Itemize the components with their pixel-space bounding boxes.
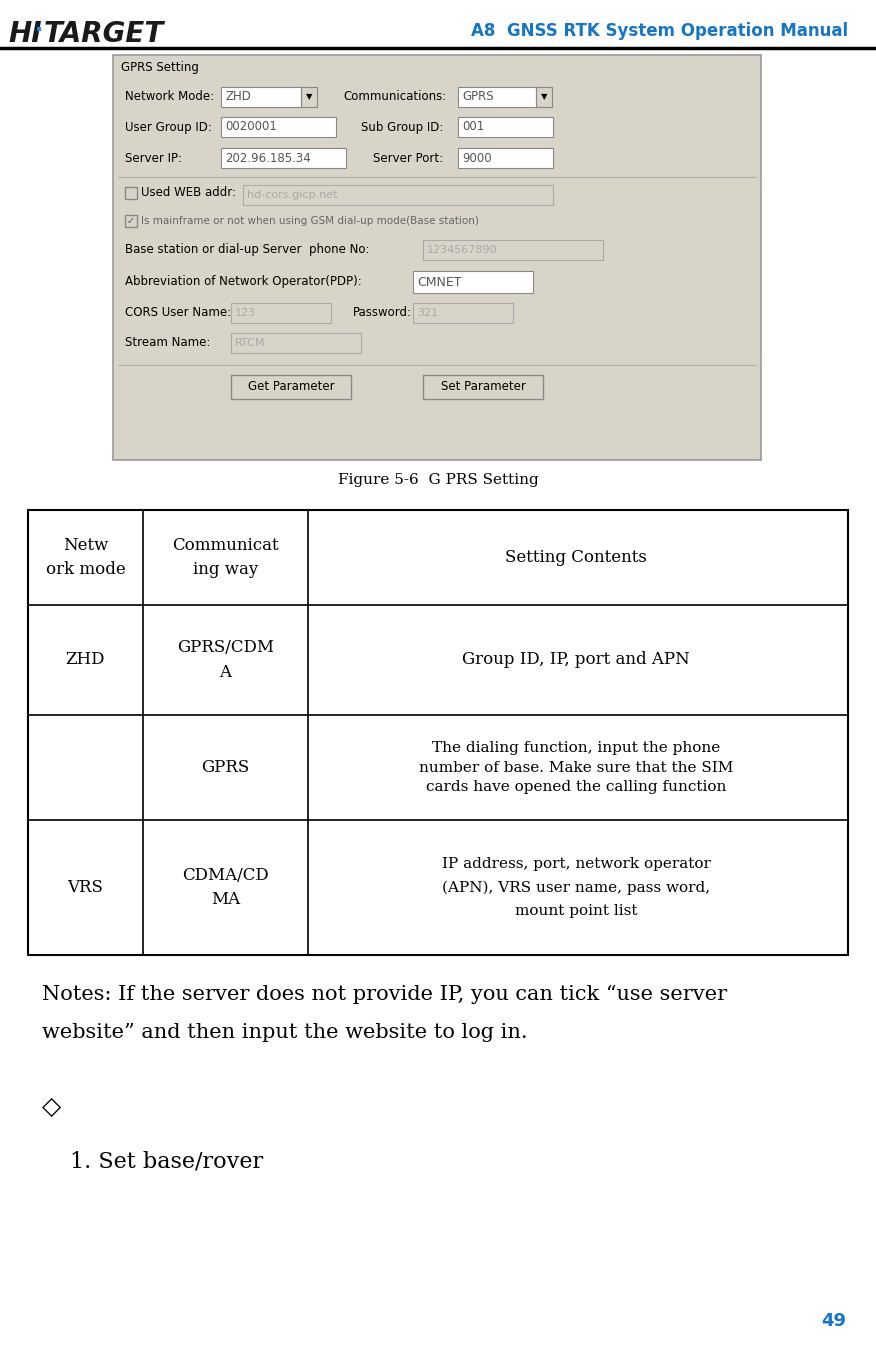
Bar [125, 186, 137, 199]
Text: ◇: ◇ [42, 1096, 61, 1119]
Bar [458, 118, 553, 136]
Bar [221, 86, 301, 107]
Bar [231, 303, 331, 323]
Text: ▼: ▼ [306, 92, 312, 101]
Bar [231, 332, 361, 353]
Text: 0020001: 0020001 [225, 120, 277, 134]
Text: 123: 123 [235, 308, 256, 317]
Text: Network Mode:: Network Mode: [125, 91, 214, 104]
Text: A8  GNSS RTK System Operation Manual: A8 GNSS RTK System Operation Manual [471, 22, 849, 41]
Bar [28, 509, 848, 955]
Text: ✓: ✓ [127, 216, 135, 226]
Bar [243, 185, 553, 205]
Text: Figure 5-6  G PRS Setting: Figure 5-6 G PRS Setting [337, 473, 539, 486]
Text: The dialing function, input the phone
number of base. Make sure that the SIM
car: The dialing function, input the phone nu… [419, 740, 733, 794]
Text: 202.96.185.34: 202.96.185.34 [225, 151, 311, 165]
Text: CDMA/CD
MA: CDMA/CD MA [182, 866, 269, 908]
Bar [221, 118, 336, 136]
Text: User Group ID:: User Group ID: [125, 120, 212, 134]
Text: Password:: Password: [353, 307, 412, 319]
Text: 9000: 9000 [462, 151, 491, 165]
Bar [536, 86, 552, 107]
Text: Communicat
ing way: Communicat ing way [173, 536, 279, 578]
Text: Set Parameter: Set Parameter [441, 381, 526, 393]
Text: 001: 001 [462, 120, 484, 134]
Text: ZHD: ZHD [66, 651, 105, 669]
Bar [458, 86, 536, 107]
Text: Group ID, IP, port and APN: Group ID, IP, port and APN [463, 651, 690, 669]
Bar [231, 376, 351, 399]
Text: ZHD: ZHD [225, 91, 251, 104]
Text: GPRS: GPRS [462, 91, 493, 104]
Text: VRS: VRS [67, 880, 103, 896]
Text: hd-cors.gicp.net: hd-cors.gicp.net [247, 190, 337, 200]
Bar [423, 376, 543, 399]
Text: Notes: If the server does not provide IP, you can tick “use server: Notes: If the server does not provide IP… [42, 985, 727, 1004]
Bar [301, 86, 317, 107]
Text: 1. Set base/rover: 1. Set base/rover [70, 1150, 263, 1173]
Bar [413, 303, 513, 323]
Bar [423, 240, 603, 259]
Text: Server IP:: Server IP: [125, 151, 182, 165]
Text: GPRS Setting: GPRS Setting [121, 61, 199, 74]
Text: TARGET: TARGET [44, 20, 165, 49]
Text: ·: · [35, 20, 44, 41]
Text: website” and then input the website to log in.: website” and then input the website to l… [42, 1023, 527, 1042]
Text: Server Port:: Server Port: [373, 151, 443, 165]
Text: Abbreviation of Network Operator(PDP):: Abbreviation of Network Operator(PDP): [125, 274, 362, 288]
Text: ▼: ▼ [540, 92, 548, 101]
Text: Communications:: Communications: [343, 91, 446, 104]
Bar [125, 215, 137, 227]
Text: CORS User Name:: CORS User Name: [125, 307, 231, 319]
Text: Setting Contents: Setting Contents [505, 549, 647, 566]
Text: HI: HI [8, 20, 42, 49]
Text: 49: 49 [821, 1312, 846, 1329]
Text: Base station or dial-up Server  phone No:: Base station or dial-up Server phone No: [125, 243, 370, 257]
Bar [113, 55, 761, 459]
Text: Get Parameter: Get Parameter [248, 381, 335, 393]
Bar [458, 149, 553, 168]
Bar [221, 149, 346, 168]
Bar [413, 272, 533, 293]
Text: 321: 321 [417, 308, 438, 317]
Text: RTCM: RTCM [235, 338, 265, 349]
Text: Sub Group ID:: Sub Group ID: [361, 120, 443, 134]
Text: GPRS/CDM
A: GPRS/CDM A [177, 639, 274, 681]
Text: GPRS: GPRS [201, 759, 250, 775]
Text: Used WEB addr:: Used WEB addr: [141, 186, 236, 200]
Text: CMNET: CMNET [417, 276, 462, 289]
Text: 1234567890: 1234567890 [427, 245, 498, 255]
Text: Netw
ork mode: Netw ork mode [46, 536, 125, 578]
Text: Is mainframe or not when using GSM dial-up mode(Base station): Is mainframe or not when using GSM dial-… [141, 216, 479, 226]
Text: IP address, port, network operator
(APN), VRS user name, pass word,
mount point : IP address, port, network operator (APN)… [442, 858, 710, 917]
Text: Stream Name:: Stream Name: [125, 336, 210, 350]
